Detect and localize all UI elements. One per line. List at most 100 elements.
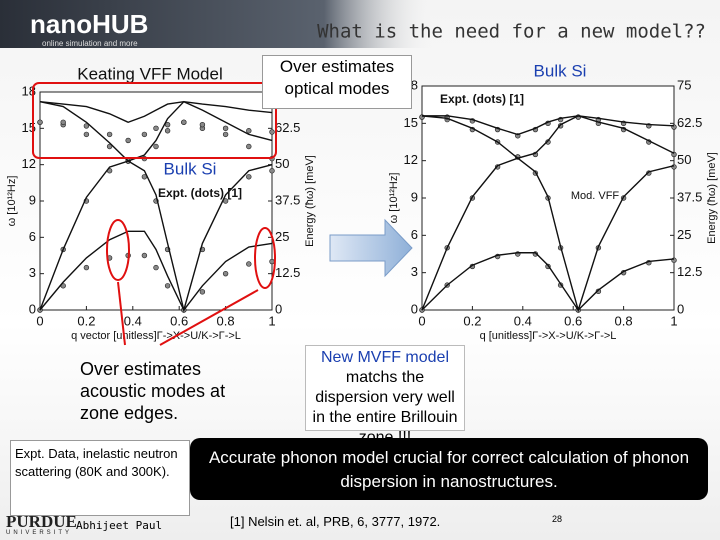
- y2-tick-label: 37.5: [677, 189, 702, 204]
- pointer-line: [159, 289, 259, 346]
- highlight-ellipse: [106, 219, 130, 281]
- y-tick-label: 15: [404, 115, 418, 130]
- y-tick-label: 9: [29, 192, 36, 207]
- expt-point: [269, 129, 275, 135]
- y-tick-label: 0: [411, 301, 418, 316]
- y-tick-label: 6: [411, 227, 418, 242]
- expt-point: [153, 143, 159, 150]
- y2-tick-label: 25: [275, 229, 289, 244]
- expt-point: [37, 119, 43, 125]
- university: PURDUE: [6, 512, 77, 531]
- y-tick-label: 0: [29, 301, 36, 316]
- expt-point: [269, 258, 275, 265]
- y2-axis-label: Energy (ħω) [meV]: [706, 152, 718, 244]
- x-tick-label: 0.2: [463, 313, 481, 328]
- expt-point: [106, 143, 113, 150]
- callout-mvff: New MVFF model matchs the dispersion ver…: [305, 345, 465, 446]
- y2-tick-label: 62.5: [275, 120, 300, 135]
- highlight-box: [32, 82, 277, 159]
- branch-line: [39, 100, 273, 162]
- header-bar: [0, 0, 720, 48]
- y-axis-label: ω [10¹²Hz]: [6, 176, 18, 227]
- y2-tick-label: 62.5: [677, 115, 702, 130]
- highlight-text: New MVFF model: [320, 349, 450, 366]
- expt-point: [246, 143, 252, 150]
- expt-point: [269, 168, 275, 174]
- expt-point: [181, 119, 187, 125]
- expt-point: [246, 174, 252, 180]
- y2-tick-label: 75: [677, 77, 691, 92]
- x-tick-label: 0.6: [564, 313, 582, 328]
- x-tick-label: 0.4: [514, 313, 532, 328]
- y2-axis-label: Energy (ħω) [meV]: [304, 155, 316, 247]
- tagline: online simulation and more: [42, 39, 138, 48]
- x-tick-label: 0.8: [615, 313, 633, 328]
- y-axis-label: ω [10¹²Hz]: [388, 173, 400, 224]
- y2-tick-label: 0: [275, 301, 282, 316]
- expt-point: [199, 289, 206, 295]
- expt-point: [595, 288, 602, 295]
- conclusion: Accurate phonon model crucial for correc…: [190, 438, 708, 500]
- text: matchs the dispersion very well in the e…: [312, 369, 458, 446]
- expt-point: [60, 119, 66, 125]
- expt-point: [246, 261, 252, 267]
- expt-point: [199, 121, 206, 128]
- annotation: Expt. (dots) [1]: [440, 92, 524, 106]
- branch-line: [421, 157, 675, 313]
- y2-tick-label: 0: [677, 301, 684, 316]
- x-tick-label: 0: [36, 313, 43, 328]
- branch-line: [39, 160, 273, 313]
- y2-tick-label: 12.5: [677, 264, 702, 279]
- y-tick-label: 9: [411, 189, 418, 204]
- expt-point: [164, 283, 171, 289]
- university-sub: UNIVERSITY: [6, 530, 73, 536]
- y-tick-label: 3: [411, 264, 418, 279]
- x-tick-label: 1: [268, 313, 275, 328]
- expt-point: [153, 125, 159, 132]
- slide-title: What is the need for a new model??: [317, 21, 706, 43]
- x-tick-label: 0: [418, 313, 425, 328]
- y-tick-label: 3: [29, 265, 36, 280]
- author: Abhijeet Paul: [76, 519, 163, 532]
- branch-line: [39, 100, 273, 124]
- x-axis-label: q [unitless]Γ->X->U/K->Γ->L: [480, 330, 617, 342]
- annotation: Expt. (dots) [1]: [158, 186, 242, 200]
- x-axis-label: q vector [unitless]Γ->X->U/K->Γ->L: [71, 330, 241, 342]
- expt-point: [671, 164, 677, 170]
- chart-title: Keating VFF Model: [77, 64, 223, 83]
- expt-point: [164, 128, 171, 134]
- expt-point: [153, 264, 159, 271]
- expt-point: [125, 137, 131, 144]
- expt-point: [83, 264, 90, 271]
- pointer-line: [117, 281, 126, 346]
- callout-expt: Expt. Data, inelastic neutron scattering…: [10, 440, 190, 516]
- expt-point: [222, 131, 229, 138]
- expt-point: [141, 252, 148, 259]
- y2-tick-label: 12.5: [275, 265, 300, 280]
- callout-optical: Over estimates optical modes: [262, 55, 412, 109]
- expt-point: [246, 128, 252, 134]
- expt-point: [141, 131, 148, 138]
- expt-point: [222, 125, 229, 132]
- annotation: Bulk Si: [164, 159, 217, 178]
- x-tick-label: 0.6: [170, 313, 188, 328]
- y-tick-label: 12: [22, 156, 36, 171]
- branch-line: [421, 252, 675, 312]
- y-tick-label: 12: [404, 152, 418, 167]
- reference: [1] Nelsin et. al, PRB, 6, 3777, 1972.: [230, 514, 441, 529]
- x-tick-label: 0.4: [124, 313, 142, 328]
- x-tick-label: 1: [670, 313, 677, 328]
- logo: nanoHUB: [30, 9, 148, 39]
- y2-tick-label: 37.5: [275, 192, 300, 207]
- page-number: 28: [552, 514, 563, 524]
- callout-acoustic: Over estimates acoustic modes at zone ed…: [80, 359, 226, 423]
- expt-point: [83, 123, 90, 129]
- chart-title: Bulk Si: [534, 61, 587, 80]
- expt-point: [222, 270, 229, 277]
- y2-tick-label: 50: [677, 152, 691, 167]
- branch-line: [422, 115, 675, 136]
- x-tick-label: 0.8: [217, 313, 235, 328]
- annotation: Mod. VFF: [571, 190, 620, 202]
